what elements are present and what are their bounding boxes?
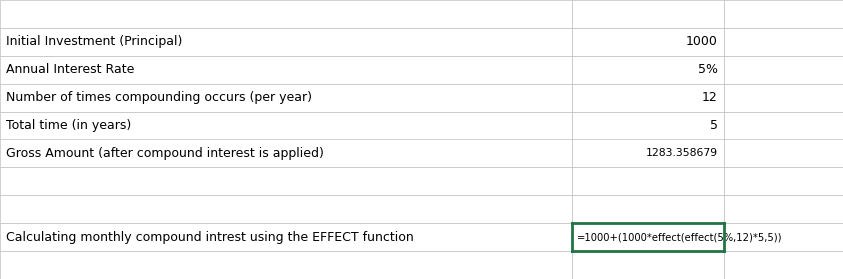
Bar [0, 112, 572, 140]
Bar [723, 140, 843, 167]
Bar [572, 56, 723, 84]
Bar [0, 0, 572, 28]
Text: 5%: 5% [698, 63, 718, 76]
Bar [572, 112, 723, 140]
Bar [572, 28, 723, 56]
Bar [0, 56, 572, 84]
Bar [723, 167, 843, 195]
Bar [572, 195, 723, 223]
Text: =1000+(1000*effect(effect(5%,12)*5,5)): =1000+(1000*effect(effect(5%,12)*5,5)) [577, 232, 782, 242]
Text: Number of times compounding occurs (per year): Number of times compounding occurs (per … [6, 91, 312, 104]
Text: Gross Amount (after compound interest is applied): Gross Amount (after compound interest is… [6, 147, 324, 160]
Text: Calculating monthly compound intrest using the EFFECT function: Calculating monthly compound intrest usi… [6, 231, 414, 244]
Bar [0, 167, 572, 195]
Text: 5: 5 [710, 119, 718, 132]
Bar [723, 84, 843, 112]
Bar [0, 140, 572, 167]
Bar [0, 84, 572, 112]
Bar [0, 223, 572, 251]
Bar [572, 167, 723, 195]
Bar [723, 112, 843, 140]
Bar [723, 56, 843, 84]
Bar [723, 28, 843, 56]
Bar [572, 251, 723, 279]
Text: Annual Interest Rate: Annual Interest Rate [6, 63, 134, 76]
Bar [723, 195, 843, 223]
Bar [572, 223, 723, 251]
Bar [0, 195, 572, 223]
Text: 1283.358679: 1283.358679 [646, 148, 718, 158]
Text: Total time (in years): Total time (in years) [6, 119, 132, 132]
Bar [723, 223, 843, 251]
Text: 1000: 1000 [686, 35, 718, 48]
Bar [572, 140, 723, 167]
Bar [0, 28, 572, 56]
Bar [572, 0, 723, 28]
Bar [0, 251, 572, 279]
Bar [723, 0, 843, 28]
Text: 12: 12 [702, 91, 718, 104]
Bar [723, 251, 843, 279]
Text: Initial Investment (Principal): Initial Investment (Principal) [6, 35, 182, 48]
Bar [572, 84, 723, 112]
